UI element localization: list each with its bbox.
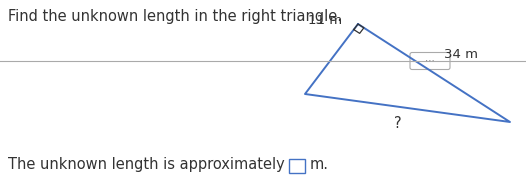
- Text: The unknown length is approximately: The unknown length is approximately: [8, 157, 289, 172]
- Text: 34 m: 34 m: [444, 48, 478, 61]
- FancyBboxPatch shape: [410, 53, 450, 69]
- Bar: [289, 159, 306, 173]
- Text: m.: m.: [309, 157, 328, 172]
- Text: ⋯: ⋯: [425, 56, 435, 66]
- Text: ?: ?: [393, 116, 401, 131]
- Text: 11 m: 11 m: [308, 14, 342, 27]
- Text: Find the unknown length in the right triangle.: Find the unknown length in the right tri…: [8, 9, 342, 24]
